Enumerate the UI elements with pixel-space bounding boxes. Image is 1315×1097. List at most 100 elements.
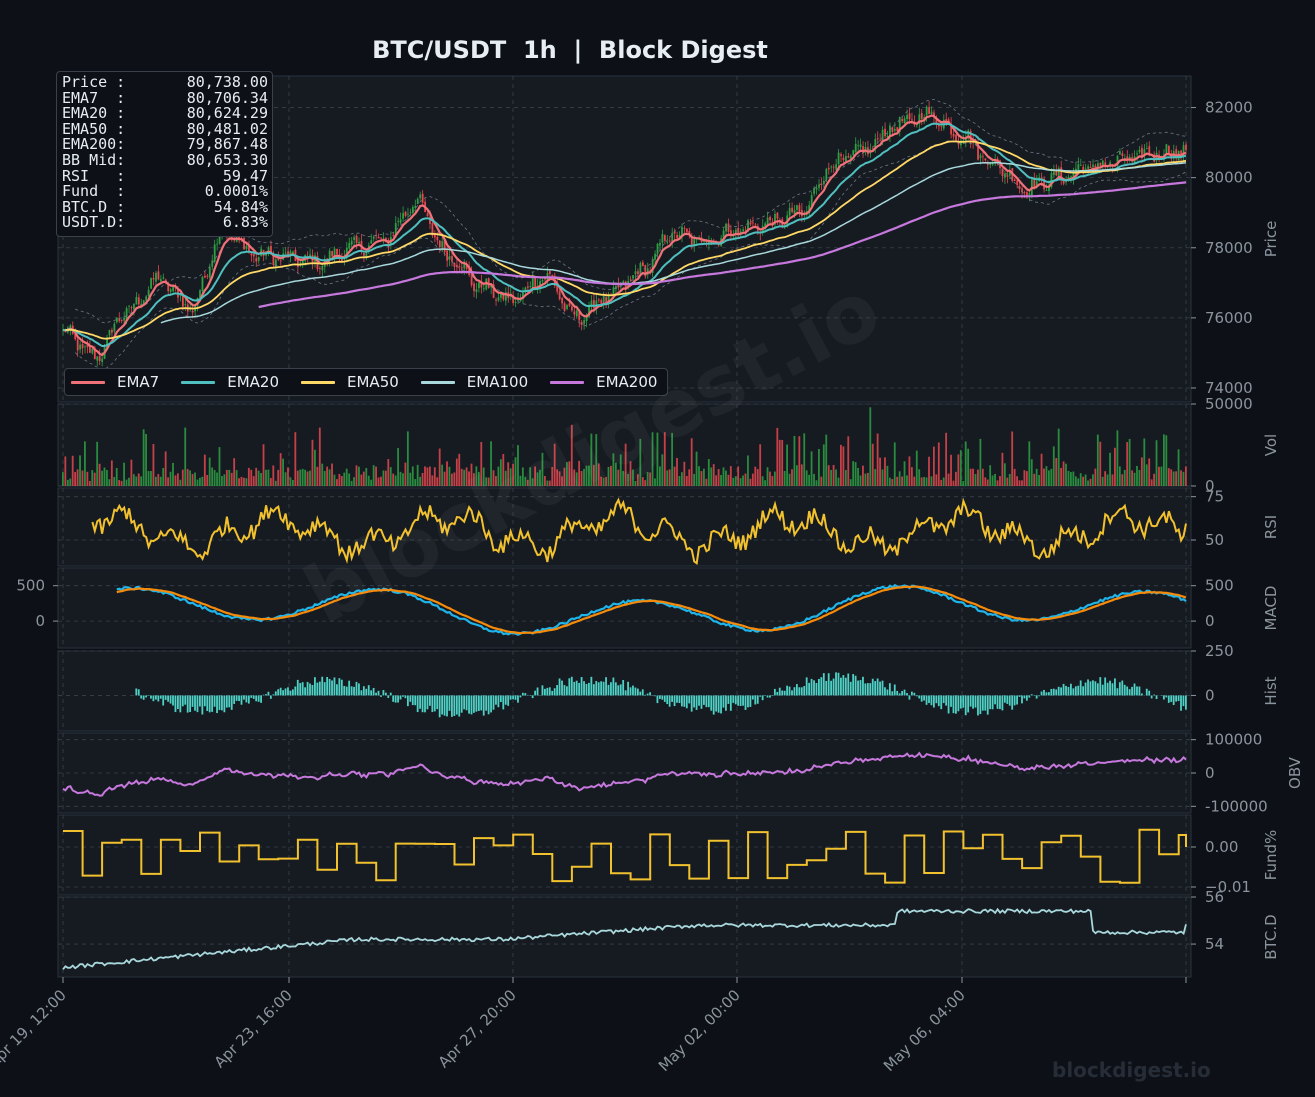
histogram-bar [830, 680, 833, 696]
volume-bar [1175, 471, 1178, 486]
volume-bar [181, 469, 184, 486]
candle-body [137, 297, 140, 305]
volume-bar [776, 427, 779, 486]
info-value: 54.84% [213, 197, 268, 216]
histogram-bar [803, 686, 806, 696]
candle-body [84, 346, 86, 348]
histogram-bar [336, 684, 338, 696]
volume-bar [468, 471, 470, 486]
candle-body [783, 225, 786, 226]
histogram-bar [918, 695, 921, 699]
histogram-bar [937, 695, 940, 707]
volume-bar [847, 436, 850, 486]
candle-body [135, 296, 138, 305]
histogram-bar [754, 695, 757, 705]
histogram-bar [1008, 695, 1011, 706]
volume-bar [1070, 472, 1072, 486]
histogram-bar [1126, 686, 1129, 696]
volume-bar [318, 427, 321, 486]
histogram-bar [962, 695, 965, 708]
candle-body [915, 124, 918, 126]
candle-body [1116, 155, 1119, 166]
volume-bar [1096, 434, 1099, 486]
candle-body [500, 291, 502, 298]
volume-bar [480, 442, 483, 486]
histogram-bar [512, 695, 514, 700]
candle-body [1121, 153, 1124, 157]
histogram-bar [238, 695, 240, 702]
histogram-bar [502, 695, 505, 710]
histogram-bar [414, 695, 417, 706]
candle-body [605, 297, 608, 304]
volume-bar [274, 480, 277, 486]
histogram-bar [404, 695, 407, 699]
candle-body [1148, 146, 1151, 156]
info-value: 80,653.30 [186, 150, 268, 169]
histogram-bar [196, 695, 199, 713]
volume-bar [340, 476, 343, 486]
volume-bar [1050, 468, 1053, 486]
candle-body [886, 136, 889, 138]
volume-bar [810, 451, 813, 486]
volume-bar [399, 471, 402, 486]
volume-bar [913, 476, 916, 486]
candle-body [157, 271, 160, 280]
volume-bar [827, 465, 830, 486]
volume-bar [448, 466, 451, 486]
histogram-bar [715, 695, 718, 712]
volume-bar [66, 479, 69, 486]
volume-bar [316, 466, 319, 486]
volume-bar [512, 463, 514, 486]
volume-bar [815, 480, 818, 486]
volume-bar [1062, 461, 1065, 486]
candle-body [585, 317, 588, 322]
volume-bar [1101, 476, 1104, 486]
candle-body [928, 107, 931, 115]
candle-body [1175, 149, 1178, 159]
volume-bar [756, 469, 759, 486]
histogram-bar [289, 690, 292, 696]
candle-body [1008, 170, 1011, 176]
candle-body [321, 266, 324, 271]
volume-bar [1128, 438, 1131, 486]
volume-bar [962, 481, 965, 486]
histogram-bar [1050, 688, 1053, 696]
candle-body [162, 277, 165, 279]
volume-bar [477, 471, 480, 486]
histogram-bar [1099, 677, 1102, 696]
histogram-bar [199, 695, 201, 707]
volume-bar [145, 433, 147, 486]
histogram-bar [959, 695, 962, 709]
candle-body [274, 259, 277, 267]
volume-bar [1104, 471, 1107, 486]
candle-body [79, 344, 82, 350]
histogram-bar [380, 695, 382, 697]
histogram-bar [791, 690, 793, 696]
candle-body [252, 254, 255, 257]
histogram-bar [421, 695, 424, 713]
histogram-bar [235, 695, 238, 701]
volume-bar [103, 467, 106, 486]
histogram-bar [490, 695, 492, 713]
histogram-bar [441, 695, 444, 715]
volume-bar [431, 475, 434, 486]
candle-body [989, 163, 992, 165]
histogram-bar [1006, 695, 1009, 704]
histogram-bar [468, 695, 470, 714]
volume-bar [411, 466, 414, 486]
volume-bar [208, 457, 211, 486]
volume-bar [710, 467, 713, 486]
histogram-bar [257, 695, 260, 702]
volume-bar [556, 469, 559, 486]
volume-bar [86, 471, 89, 486]
candle-body [1089, 166, 1092, 168]
volume-bar [531, 478, 534, 486]
candle-body [1104, 162, 1107, 166]
histogram-bar [732, 695, 735, 703]
histogram-bar [477, 695, 480, 711]
histogram-bar [507, 695, 510, 706]
volume-bar [108, 479, 111, 486]
histogram-bar [1025, 695, 1028, 701]
ema-line-ema100 [160, 161, 1187, 324]
volume-bar [624, 443, 627, 486]
